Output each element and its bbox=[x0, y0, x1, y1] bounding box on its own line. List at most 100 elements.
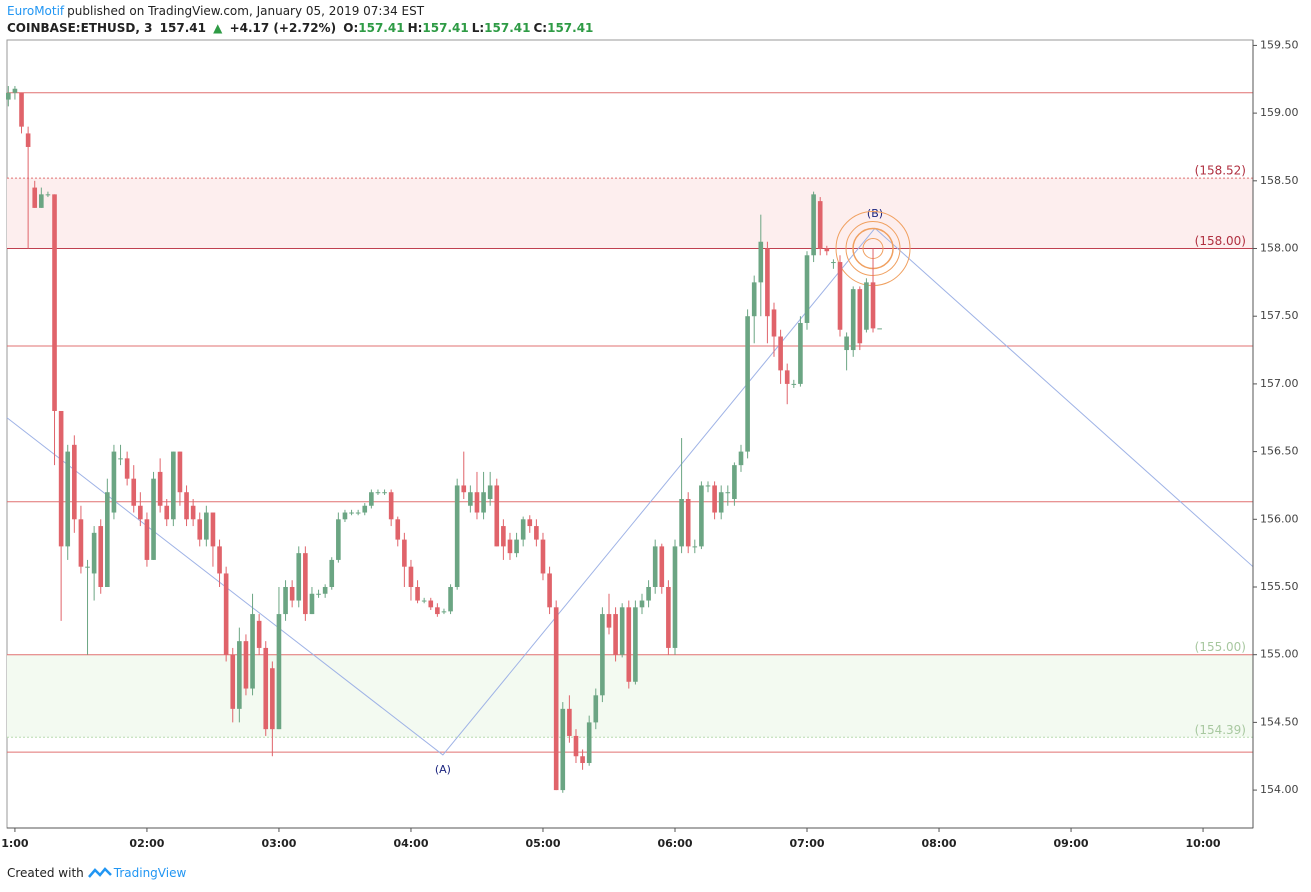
candle-body bbox=[263, 647, 269, 730]
candle-body bbox=[652, 546, 658, 587]
candle-body bbox=[270, 668, 275, 730]
y-tick-label: 155.50 bbox=[1260, 580, 1299, 593]
candle-body bbox=[316, 593, 321, 595]
candle-body bbox=[164, 505, 170, 520]
candle-body bbox=[171, 451, 176, 520]
candle-body bbox=[481, 492, 486, 513]
candle-body bbox=[692, 546, 698, 548]
candle-body bbox=[699, 485, 704, 547]
candle-body bbox=[850, 289, 856, 351]
x-tick-label: 1:00 bbox=[1, 837, 29, 850]
candle-body bbox=[765, 248, 770, 317]
candle-body bbox=[157, 471, 163, 506]
candle-body bbox=[39, 194, 44, 208]
candle-body bbox=[388, 492, 394, 520]
candle-body bbox=[402, 539, 407, 567]
candle-body bbox=[745, 316, 750, 452]
candle-body bbox=[646, 586, 651, 601]
candle-body bbox=[540, 539, 546, 574]
candle-body bbox=[85, 566, 90, 568]
candle-body bbox=[124, 458, 130, 479]
candle-body bbox=[289, 586, 295, 601]
candle-body bbox=[659, 546, 665, 587]
candle-body bbox=[78, 519, 84, 567]
candle-body bbox=[283, 586, 288, 615]
y-tick-label: 157.00 bbox=[1260, 377, 1299, 390]
candle-body bbox=[131, 478, 137, 506]
candle-body bbox=[25, 133, 31, 147]
candle-body bbox=[580, 756, 585, 764]
candle-body bbox=[197, 519, 203, 540]
candle-body bbox=[639, 600, 645, 608]
candle-body bbox=[771, 309, 777, 337]
candle-body bbox=[824, 248, 830, 252]
candle-body bbox=[322, 586, 328, 594]
candle-body bbox=[619, 607, 625, 655]
ohlc-key: O: bbox=[343, 21, 359, 35]
candle-body bbox=[573, 735, 579, 757]
candle-body bbox=[12, 88, 18, 93]
candle-body bbox=[626, 607, 632, 682]
x-tick-label: 08:00 bbox=[922, 837, 957, 850]
candle-body bbox=[672, 546, 678, 648]
candle-body bbox=[870, 282, 876, 329]
level-label: (158.00) bbox=[1195, 234, 1246, 248]
candle-body bbox=[329, 559, 335, 587]
candle-body bbox=[421, 600, 427, 602]
candle-body bbox=[461, 485, 467, 493]
candle-body bbox=[250, 614, 255, 689]
level-label: (155.00) bbox=[1195, 640, 1246, 654]
candle-body bbox=[237, 641, 242, 709]
candle-body bbox=[758, 241, 764, 283]
candle-body bbox=[514, 539, 519, 554]
candle-body bbox=[52, 194, 57, 411]
publish-line: EuroMotif published on TradingView.com, J… bbox=[7, 4, 427, 18]
candle-body bbox=[613, 614, 618, 655]
symbol: COINBASE:ETHUSD, 3 bbox=[7, 21, 153, 35]
author[interactable]: EuroMotif bbox=[7, 4, 65, 18]
candle-body bbox=[276, 614, 282, 730]
x-tick-label: 02:00 bbox=[129, 837, 164, 850]
candle-body bbox=[547, 573, 552, 608]
x-tick-label: 05:00 bbox=[525, 837, 560, 850]
y-tick-label: 158.50 bbox=[1260, 174, 1299, 187]
candle-body bbox=[501, 526, 506, 547]
arrow: ▲ bbox=[213, 21, 223, 35]
ohlc: O:157.41 H:157.41 L:157.41 C:157.41 bbox=[343, 21, 596, 35]
candle-body bbox=[534, 526, 539, 540]
candle-body bbox=[336, 519, 341, 560]
candle-body bbox=[857, 289, 863, 344]
candle-body bbox=[105, 492, 110, 587]
symbol-line: COINBASE:ETHUSD, 3 157.41 ▲ +4.17 (+2.72… bbox=[7, 21, 599, 35]
chart: (158.52) (158.00) (155.00) (154.39) (A) (B) 15… bbox=[1, 38, 1299, 850]
candle-body bbox=[666, 586, 671, 648]
candle-body bbox=[487, 485, 493, 499]
candle-body bbox=[210, 512, 216, 547]
published: published on TradingView.com, January 05… bbox=[67, 4, 425, 18]
brand[interactable]: TradingView bbox=[113, 866, 187, 880]
footer: Created with TradingView bbox=[7, 866, 186, 880]
candle-body bbox=[778, 336, 783, 371]
footer-text: Created with bbox=[7, 866, 84, 880]
last-price: 157.41 bbox=[159, 21, 206, 35]
candle-body bbox=[804, 255, 810, 323]
candle-body bbox=[553, 607, 559, 791]
candle-body bbox=[441, 611, 447, 613]
x-tick-label: 10:00 bbox=[1186, 837, 1221, 850]
candle-body bbox=[435, 607, 440, 615]
candle-body bbox=[586, 722, 592, 764]
candle-body bbox=[256, 620, 262, 648]
ohlc-value: 157.41 bbox=[422, 21, 469, 35]
candle-body bbox=[791, 383, 797, 385]
candle-body bbox=[342, 512, 348, 520]
x-tick-label: 06:00 bbox=[657, 837, 692, 850]
candle-body bbox=[184, 492, 189, 520]
candle-body bbox=[507, 539, 513, 554]
candle-body bbox=[45, 194, 51, 196]
level-label: (154.39) bbox=[1195, 723, 1246, 737]
candle-body bbox=[91, 532, 97, 574]
candle-body bbox=[864, 282, 869, 330]
candle-body bbox=[474, 492, 480, 513]
x-tick-label: 07:00 bbox=[790, 837, 825, 850]
